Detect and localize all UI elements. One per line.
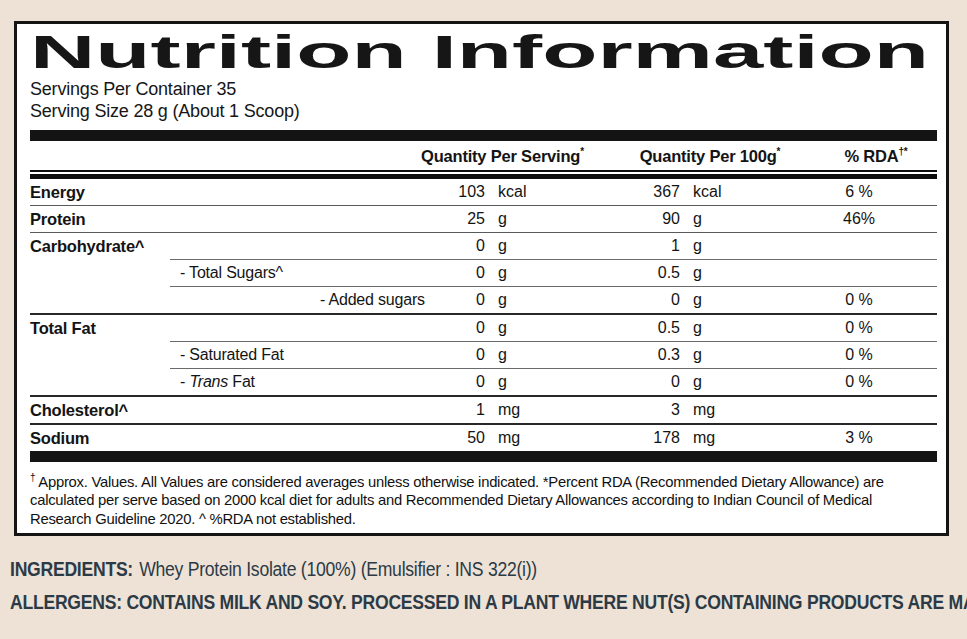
qty-per-serving-value: 1 — [425, 401, 485, 419]
bottom-text-block: INGREDIENTS: Whey Protein Isolate (100%) … — [10, 557, 967, 614]
qty-per-100g-unit: mg — [680, 401, 735, 419]
table-row-cholesterol: Cholesterol^ 1 mg 3 mg — [30, 397, 937, 423]
qty-per-100g-value: 178 — [540, 429, 680, 447]
col-header-quantity-per-100g: Quantity Per 100g* — [605, 146, 815, 166]
qty-per-100g-value: 0 — [540, 373, 680, 391]
qty-per-100g-unit: kcal — [680, 183, 735, 201]
table-row-saturated-fat: - Saturated Fat 0 g 0.3 g 0 % — [30, 342, 937, 368]
qty-per-100g-unit: g — [680, 291, 735, 309]
col-header-rda-label: % RDA — [844, 146, 898, 164]
rda-value: 0 % — [735, 346, 937, 364]
qty-per-serving-unit: g — [485, 346, 540, 364]
row-label: Sodium — [30, 429, 425, 448]
table-row-trans-fat: - Trans Fat 0 g 0 g 0 % — [30, 369, 937, 395]
page-title-text: Nutrition Information — [30, 25, 929, 78]
row-label: Carbohydrate^ — [30, 237, 425, 256]
qty-per-100g-unit: g — [680, 237, 735, 255]
header-superscript: †* — [898, 146, 907, 157]
page-title: Nutrition Information — [30, 29, 933, 75]
table-row-protein: Protein 25 g 90 g 46% — [30, 206, 937, 232]
qty-per-serving-unit: g — [485, 291, 540, 309]
header-superscript: * — [580, 146, 584, 157]
qty-per-100g-value: 367 — [540, 183, 680, 201]
row-label: Energy — [30, 183, 425, 202]
rda-value: 0 % — [735, 319, 937, 337]
row-label: Protein — [30, 210, 425, 229]
qty-per-100g-value: 0 — [540, 291, 680, 309]
table-top-bar — [30, 130, 937, 141]
qty-per-100g-value: 3 — [540, 401, 680, 419]
rda-value: 0 % — [735, 291, 937, 309]
rda-value: 6 % — [735, 183, 937, 201]
table-row-carbohydrate: Carbohydrate^ 0 g 1 g — [30, 233, 937, 259]
servings-per-container-line: Servings Per Container 35 — [30, 78, 937, 100]
col-header-quantity-per-100g-label: Quantity Per 100g — [640, 146, 777, 164]
qty-per-serving-unit: mg — [485, 429, 540, 447]
qty-per-100g-value: 0.3 — [540, 346, 680, 364]
ingredients-text: Whey Protein Isolate (100%) (Emulsifier … — [139, 558, 537, 580]
nutrition-table: Quantity Per Serving* Quantity Per 100g*… — [30, 141, 937, 462]
qty-per-100g-unit: g — [680, 319, 735, 337]
allergens-line: ALLERGENS: CONTAINS MILK AND SOY. PROCES… — [10, 590, 967, 614]
table-row-energy: Energy 103 kcal 367 kcal 6 % — [30, 179, 937, 205]
qty-per-serving-unit: kcal — [485, 183, 540, 201]
row-label: - Total Sugars^ — [30, 264, 425, 282]
footnote-text: Approx. Values. All Values are considere… — [30, 474, 884, 527]
table-row-total-sugars: - Total Sugars^ 0 g 0.5 g — [30, 260, 937, 286]
ingredients-line: INGREDIENTS: Whey Protein Isolate (100%) … — [10, 557, 967, 581]
trans-fat-suffix: Fat — [228, 373, 255, 390]
footnote: † Approx. Values. All Values are conside… — [30, 469, 936, 528]
row-label: Cholesterol^ — [30, 401, 425, 420]
serving-size-line: Serving Size 28 g (About 1 Scoop) — [30, 100, 937, 122]
qty-per-serving-value: 0 — [425, 346, 485, 364]
qty-per-100g-value: 0.5 — [540, 264, 680, 282]
rda-value: 3 % — [735, 429, 937, 447]
qty-per-100g-value: 0.5 — [540, 319, 680, 337]
col-header-quantity-per-serving-label: Quantity Per Serving — [421, 146, 580, 164]
qty-per-100g-unit: g — [680, 373, 735, 391]
col-header-quantity-per-serving: Quantity Per Serving* — [400, 146, 605, 166]
qty-per-100g-value: 90 — [540, 210, 680, 228]
qty-per-serving-unit: g — [485, 319, 540, 337]
qty-per-serving-value: 50 — [425, 429, 485, 447]
qty-per-serving-value: 25 — [425, 210, 485, 228]
ingredients-label: INGREDIENTS: — [10, 558, 133, 580]
row-label: - Trans Fat — [30, 373, 425, 391]
nutrition-panel: Nutrition Information Servings Per Conta… — [14, 21, 949, 536]
qty-per-serving-value: 0 — [425, 264, 485, 282]
qty-per-serving-unit: g — [485, 264, 540, 282]
row-label: - Added sugars — [30, 291, 425, 309]
rda-value: 0 % — [735, 373, 937, 391]
qty-per-serving-value: 0 — [425, 373, 485, 391]
qty-per-100g-unit: g — [680, 264, 735, 282]
qty-per-serving-unit: g — [485, 210, 540, 228]
qty-per-100g-unit: mg — [680, 429, 735, 447]
table-bottom-bar — [30, 451, 937, 462]
qty-per-serving-value: 0 — [425, 319, 485, 337]
rda-value: 46% — [735, 210, 937, 228]
row-label: - Saturated Fat — [30, 346, 425, 364]
col-header-rda: % RDA†* — [815, 146, 937, 166]
table-row-sodium: Sodium 50 mg 178 mg 3 % — [30, 425, 937, 451]
qty-per-serving-unit: g — [485, 237, 540, 255]
header-superscript: * — [777, 146, 781, 157]
header-double-rule-thin — [30, 170, 937, 172]
qty-per-serving-value: 103 — [425, 183, 485, 201]
trans-italic: Trans — [189, 373, 228, 390]
qty-per-100g-unit: g — [680, 210, 735, 228]
qty-per-100g-value: 1 — [540, 237, 680, 255]
row-label: Total Fat — [30, 319, 425, 338]
qty-per-serving-unit: g — [485, 373, 540, 391]
qty-per-serving-value: 0 — [425, 237, 485, 255]
table-row-added-sugars: - Added sugars 0 g 0 g 0 % — [30, 287, 937, 313]
qty-per-100g-unit: g — [680, 346, 735, 364]
qty-per-serving-unit: mg — [485, 401, 540, 419]
trans-fat-dash: - — [180, 373, 189, 390]
table-header-row: Quantity Per Serving* Quantity Per 100g*… — [30, 141, 937, 170]
qty-per-serving-value: 0 — [425, 291, 485, 309]
table-row-total-fat: Total Fat 0 g 0.5 g 0 % — [30, 315, 937, 341]
